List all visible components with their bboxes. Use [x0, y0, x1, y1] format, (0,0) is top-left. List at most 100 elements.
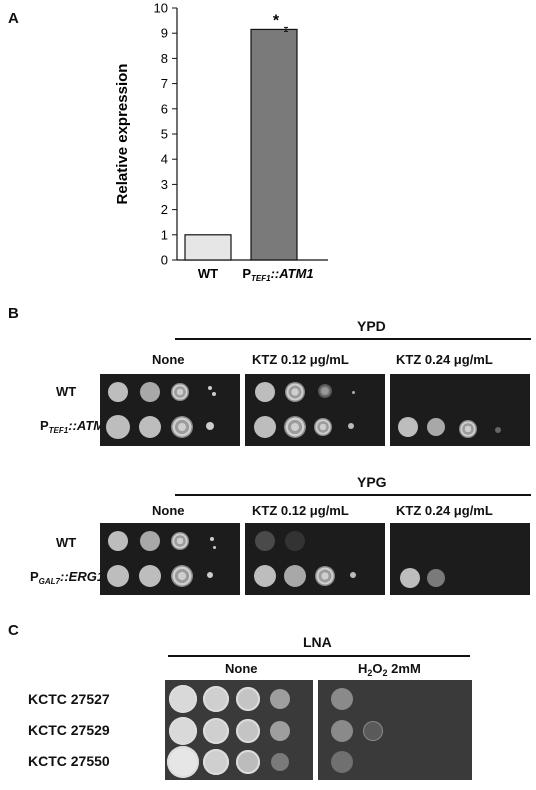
colony-spot: [208, 386, 212, 390]
y-tick-label: 4: [161, 152, 168, 167]
category-label: PTEF1::ATM1: [242, 266, 313, 283]
colony-spot: [106, 415, 130, 439]
colony-spot: [212, 392, 216, 396]
colony-spot: [108, 382, 128, 402]
plate-ypd-ktz024: [390, 374, 530, 446]
colony-spot: [140, 382, 160, 402]
medium-label-ypg: YPG: [357, 474, 387, 490]
colony-spot: [167, 746, 199, 778]
lna-strain-27527: KCTC 27527: [28, 691, 110, 707]
colony-spot: [171, 416, 193, 438]
category-label: WT: [198, 266, 218, 281]
lna-condition-h2o2: H2O2 2mM: [358, 661, 421, 678]
colony-spot: [108, 531, 128, 551]
colony-spot: [348, 423, 354, 429]
colony-spot: [236, 719, 260, 743]
colony-spot: [171, 383, 189, 401]
ypg-divider: [175, 494, 531, 496]
colony-spot: [350, 572, 356, 578]
colony-spot: [270, 689, 290, 709]
ypg-condition-ktz-024: KTZ 0.24 μg/mL: [396, 503, 493, 518]
panel-letter-c: C: [8, 622, 19, 639]
colony-spot: [270, 721, 290, 741]
colony-spot: [285, 531, 305, 551]
colony-spot: [331, 720, 353, 742]
colony-spot: [169, 717, 197, 745]
y-tick-label: 9: [161, 26, 168, 41]
colony-spot: [363, 721, 383, 741]
colony-spot: [236, 687, 260, 711]
medium-label-lna: LNA: [303, 634, 332, 650]
colony-spot: [206, 422, 214, 430]
colony-spot: [459, 420, 477, 438]
colony-spot: [400, 568, 420, 588]
colony-spot: [351, 390, 355, 394]
plate-ypd-ktz012: [245, 374, 385, 446]
colony-spot: [315, 566, 335, 586]
y-tick-label: 7: [161, 76, 168, 91]
plate-ypd-none: [100, 374, 240, 446]
colony-spot: [169, 685, 197, 713]
colony-spot: [139, 416, 161, 438]
colony-spot: [107, 565, 129, 587]
ypd-condition-ktz-024: KTZ 0.24 μg/mL: [396, 352, 493, 367]
ypg-strain-wt: WT: [56, 535, 77, 550]
colony-spot: [495, 427, 501, 433]
y-tick-label: 10: [154, 1, 168, 16]
plate-ypg-ktz012: [245, 523, 385, 595]
ypd-condition-ktz-012: KTZ 0.12 μg/mL: [252, 352, 349, 367]
colony-spot: [398, 417, 418, 437]
panel-letter-a: A: [8, 10, 19, 27]
colony-spot: [255, 382, 275, 402]
colony-spot: [318, 384, 332, 398]
bar: [250, 28, 298, 261]
colony-spot: [203, 686, 229, 712]
lna-divider: [168, 655, 470, 657]
colony-spot: [171, 532, 189, 550]
colony-spot: [236, 750, 260, 774]
colony-spot: [203, 749, 229, 775]
lna-strain-27529: KCTC 27529: [28, 722, 110, 738]
panel-letter-b: B: [8, 305, 19, 322]
ypd-condition-none: None: [152, 352, 185, 367]
y-axis-label: Relative expression: [114, 64, 131, 205]
y-tick-label: 5: [161, 127, 168, 142]
colony-spot: [203, 718, 229, 744]
colony-spot: [207, 572, 213, 578]
colony-spot: [284, 565, 306, 587]
y-tick-label: 6: [161, 101, 168, 116]
medium-label-ypd: YPD: [357, 318, 386, 334]
colony-spot: [331, 751, 353, 773]
bar-chart: 0 1 2 3 4 5 6 7 8 9 10 Relative expression * WT PTEF1:…: [114, 1, 328, 283]
colony-spot: [314, 418, 332, 436]
ypd-strain-wt: WT: [56, 384, 77, 399]
colony-spot: [212, 545, 216, 549]
y-tick-label: 0: [161, 253, 168, 268]
ypg-condition-ktz-012: KTZ 0.12 μg/mL: [252, 503, 349, 518]
colony-spot: [255, 531, 275, 551]
colony-spot: [140, 531, 160, 551]
lna-strain-27550: KCTC 27550: [28, 753, 110, 769]
y-tick-label: 1: [161, 227, 168, 242]
colony-spot: [171, 565, 193, 587]
plate-lna-none: [165, 680, 313, 780]
ypg-condition-none: None: [152, 503, 185, 518]
significance-mark: *: [273, 12, 280, 29]
colony-spot: [139, 565, 161, 587]
colony-spot: [427, 418, 445, 436]
colony-spot: [427, 569, 445, 587]
ypd-divider: [175, 338, 531, 340]
y-tick-label: 2: [161, 202, 168, 217]
colony-spot: [254, 416, 276, 438]
colony-spot: [254, 565, 276, 587]
colony-spot: [271, 753, 289, 771]
bar: [184, 234, 232, 261]
colony-spot: [331, 688, 353, 710]
colony-spot: [285, 382, 305, 402]
plate-lna-h2o2: [318, 680, 472, 780]
colony-spot: [210, 537, 214, 541]
y-tick-label: 3: [161, 177, 168, 192]
colony-spot: [284, 416, 306, 438]
plate-ypg-none: [100, 523, 240, 595]
lna-condition-none: None: [225, 661, 258, 676]
